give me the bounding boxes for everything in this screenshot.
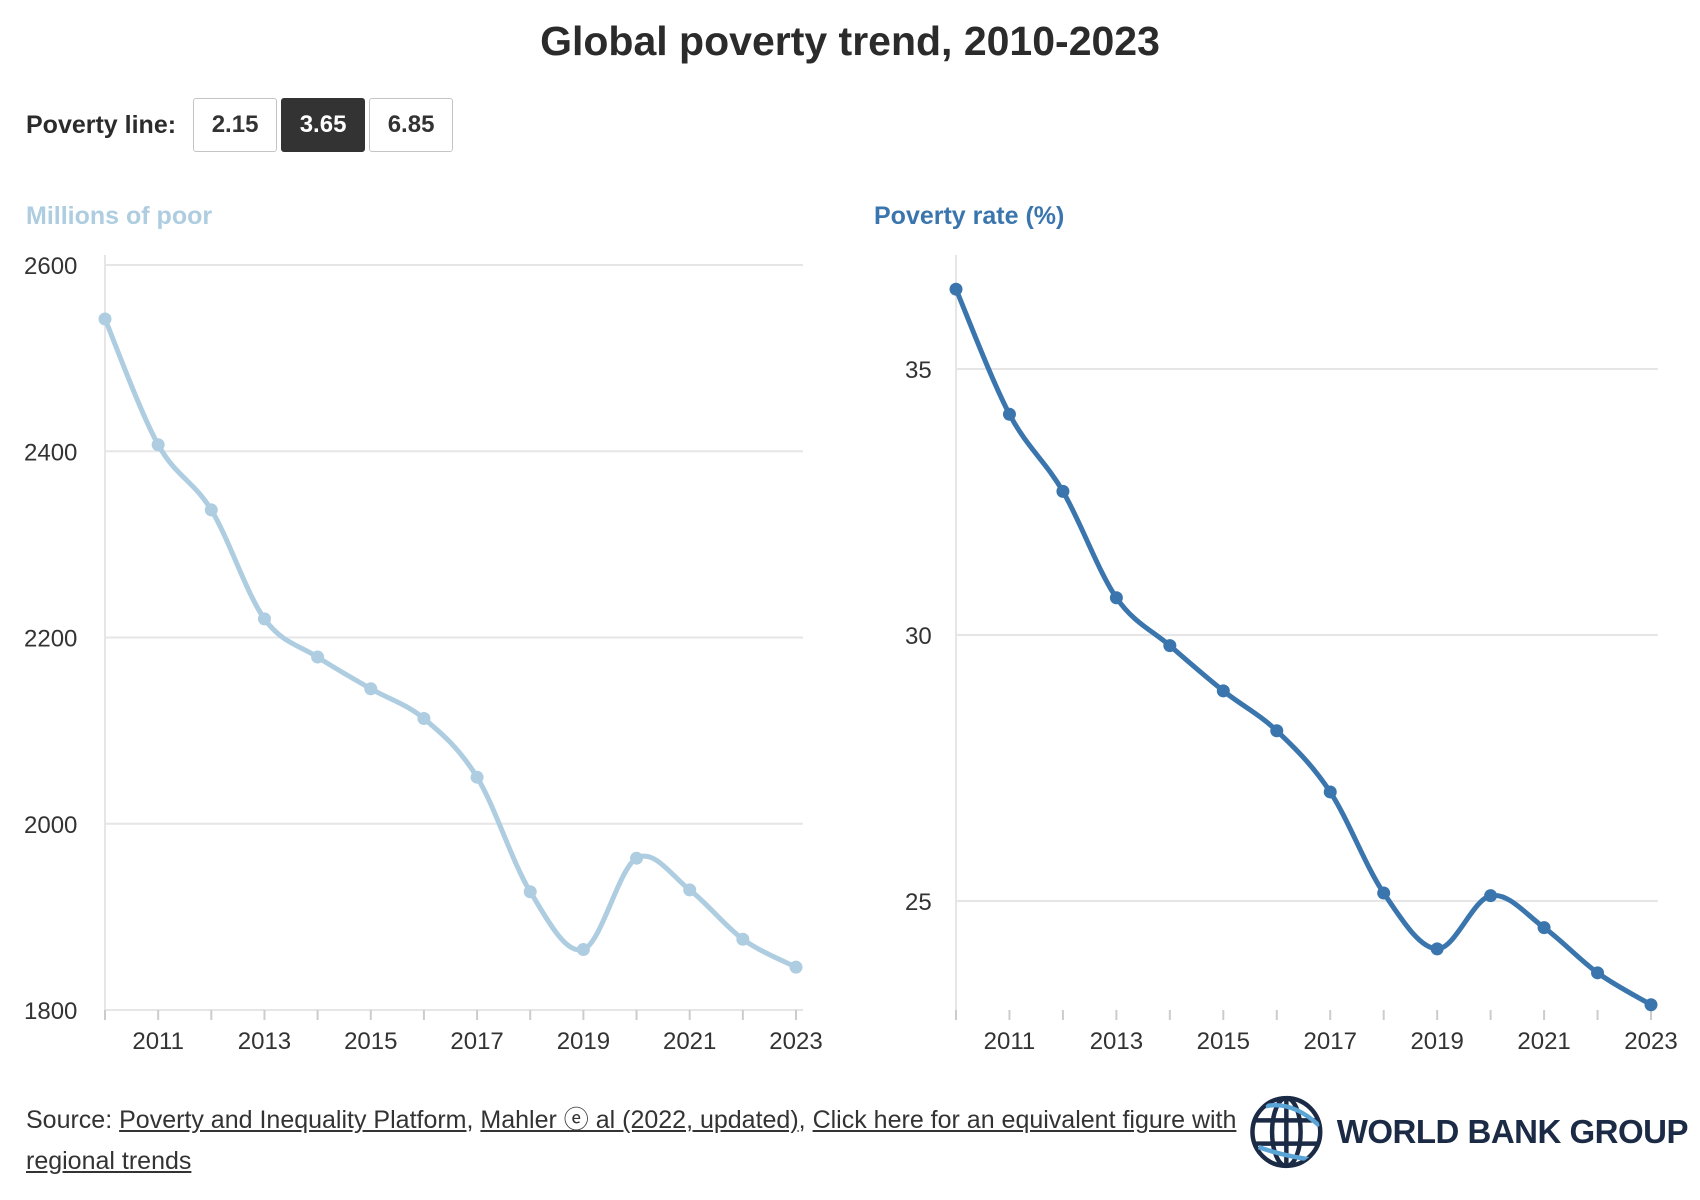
poverty-line-option-3-65[interactable]: 3.65 — [281, 98, 366, 152]
right-chart-x-tick-label: 2011 — [984, 1028, 1036, 1055]
right-chart-data-point-2022[interactable] — [1591, 966, 1605, 980]
left-chart-data-point-2014[interactable] — [311, 650, 325, 664]
right-chart-data-point-2019[interactable] — [1430, 942, 1444, 956]
source-separator: , — [798, 1106, 813, 1134]
right-chart-title: Poverty rate (%) — [874, 202, 1065, 230]
world-bank-logo: WORLD BANK GROUP — [1248, 1086, 1689, 1178]
right-chart-data-point-2018[interactable] — [1377, 886, 1391, 900]
right-chart-y-tick-label: 35 — [905, 357, 932, 384]
left-chart-x-tick-label: 2013 — [238, 1028, 291, 1055]
poverty-rate-chart: 25 30 35 2011 2013 2015 2017 2019 2021 2023 — [905, 255, 1678, 1055]
left-chart-y-tick-label: 2400 — [24, 439, 77, 466]
right-chart-x-tick-label: 2023 — [1624, 1028, 1677, 1055]
left-chart-x-tick-label: 2019 — [557, 1028, 610, 1055]
poverty-line-option-2-15[interactable]: 2.15 — [193, 98, 278, 152]
right-chart-data-point-2021[interactable] — [1537, 921, 1551, 935]
left-chart-data-point-2015[interactable] — [364, 682, 378, 696]
right-chart-series-line — [953, 286, 1654, 1008]
left-chart-data-point-2023[interactable] — [789, 960, 803, 974]
source-separator: , — [466, 1106, 481, 1134]
left-chart-x-tick-label: 2011 — [132, 1028, 184, 1055]
right-chart-data-point-2012[interactable] — [1056, 484, 1070, 498]
left-chart-data-point-2016[interactable] — [417, 712, 431, 726]
left-chart-title: Millions of poor — [26, 202, 213, 230]
right-chart-data-point-2015[interactable] — [1216, 684, 1230, 698]
right-chart-x-tick-label: 2015 — [1197, 1028, 1250, 1055]
source-link-mahler[interactable]: Mahler ⓔ al (2022, updated) — [480, 1106, 799, 1134]
left-chart-x-tick-label: 2017 — [450, 1028, 503, 1055]
right-chart-y-tick-label: 25 — [905, 889, 932, 916]
left-chart-y-tick-label: 2000 — [24, 812, 77, 839]
left-chart-data-point-2011[interactable] — [151, 438, 165, 452]
right-chart-data-point-2020[interactable] — [1484, 889, 1498, 903]
left-chart-y-tick-label: 1800 — [24, 998, 77, 1025]
left-chart-data-point-2017[interactable] — [470, 770, 484, 784]
right-chart-data-point-2017[interactable] — [1323, 785, 1337, 799]
millions-of-poor-chart: 1800 2000 2200 2400 2600 2011 2013 2015 2017 2019… — [24, 253, 823, 1055]
right-chart-data-point-2014[interactable] — [1163, 639, 1177, 653]
right-chart-data-point-2010[interactable] — [949, 282, 963, 296]
right-chart-x-tick-label: 2019 — [1410, 1028, 1463, 1055]
right-chart-y-tick-label: 30 — [905, 623, 932, 650]
left-chart-data-point-2010[interactable] — [98, 312, 112, 326]
right-chart-x-tick-label: 2017 — [1304, 1028, 1357, 1055]
chart-title: Global poverty trend, 2010-2023 — [540, 18, 1160, 64]
left-chart-x-tick-label: 2015 — [344, 1028, 397, 1055]
right-chart-data-point-2023[interactable] — [1644, 998, 1658, 1012]
left-chart-data-point-2012[interactable] — [204, 503, 218, 517]
left-chart-y-tick-label: 2600 — [24, 253, 77, 280]
left-chart-data-point-2013[interactable] — [257, 612, 271, 626]
left-chart-data-point-2021[interactable] — [683, 883, 697, 897]
left-chart-x-tick-label: 2023 — [769, 1028, 822, 1055]
poverty-line-selector: Poverty line: 2.15 3.65 6.85 — [26, 97, 457, 153]
left-chart-x-tick-label: 2021 — [663, 1028, 716, 1055]
source-note: Source: Poverty and Inequality Platform,… — [26, 1100, 1246, 1182]
left-chart-data-point-2022[interactable] — [736, 932, 750, 946]
poverty-line-option-6-85[interactable]: 6.85 — [369, 98, 454, 152]
right-chart-data-point-2013[interactable] — [1109, 591, 1123, 605]
left-chart-data-point-2019[interactable] — [576, 942, 590, 956]
left-chart-data-point-2018[interactable] — [523, 885, 537, 899]
source-link-pip[interactable]: Poverty and Inequality Platform — [119, 1106, 467, 1134]
source-prefix: Source: — [26, 1106, 120, 1134]
globe-icon — [1250, 1095, 1323, 1169]
left-chart-y-tick-label: 2200 — [24, 626, 77, 653]
right-chart-x-tick-label: 2021 — [1517, 1028, 1570, 1055]
right-chart-data-point-2016[interactable] — [1270, 724, 1284, 738]
right-chart-x-tick-label: 2013 — [1090, 1028, 1143, 1055]
left-chart-data-point-2020[interactable] — [630, 851, 644, 865]
world-bank-logo-text: WORLD BANK GROUP — [1336, 1113, 1689, 1150]
right-chart-data-point-2011[interactable] — [1002, 407, 1016, 421]
source-link-regional[interactable]: Click here for an equivalent figure with… — [26, 1106, 1237, 1175]
poverty-line-label: Poverty line: — [26, 110, 177, 139]
